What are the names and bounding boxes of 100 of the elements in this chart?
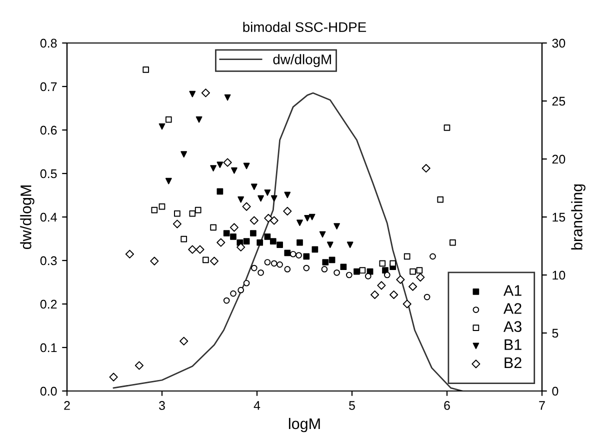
point <box>250 230 256 236</box>
x-tick-label: 6 <box>444 401 450 410</box>
point <box>402 300 412 308</box>
point <box>238 196 244 203</box>
point <box>276 242 283 248</box>
point <box>223 230 230 236</box>
point <box>258 195 264 202</box>
point <box>151 206 158 214</box>
point <box>270 238 276 245</box>
point <box>328 256 336 264</box>
point <box>290 250 296 258</box>
point <box>379 260 386 267</box>
point <box>364 272 372 280</box>
x-tick-label: 4 <box>254 401 260 410</box>
point <box>125 250 134 258</box>
point <box>202 256 209 264</box>
y-tick-label: 0.1 <box>40 343 57 352</box>
point <box>404 253 410 260</box>
point <box>238 286 244 294</box>
point <box>370 290 380 300</box>
point <box>334 223 340 230</box>
point <box>334 270 340 276</box>
point <box>256 239 264 246</box>
point <box>210 224 216 231</box>
point <box>180 151 188 158</box>
point <box>250 184 258 190</box>
point <box>188 245 197 254</box>
point <box>196 116 202 123</box>
point <box>230 234 236 240</box>
point <box>230 223 238 232</box>
point <box>410 268 416 275</box>
y2-tick-label: 25 <box>552 96 566 106</box>
point <box>243 280 250 286</box>
point <box>224 94 231 101</box>
y-tick-label: 0.2 <box>40 300 57 309</box>
point <box>284 250 291 256</box>
point <box>243 238 250 245</box>
point <box>308 214 316 220</box>
legend-label: B1 <box>504 339 522 350</box>
y-axis-title: dw/dlogM <box>20 186 34 250</box>
point <box>223 297 230 304</box>
point <box>216 238 226 247</box>
legend-label: A1 <box>503 285 522 296</box>
point <box>444 124 450 131</box>
point <box>346 242 354 248</box>
point <box>194 206 202 214</box>
point <box>258 270 264 276</box>
point <box>396 275 405 284</box>
point <box>304 214 311 222</box>
point <box>416 267 423 274</box>
point <box>264 259 271 266</box>
point <box>276 261 283 268</box>
x-axis-title: logM <box>288 418 320 432</box>
point <box>250 264 258 272</box>
y2-tick-label: 30 <box>552 38 566 48</box>
point <box>180 236 188 242</box>
point <box>189 90 196 98</box>
point <box>109 372 118 382</box>
point <box>230 290 236 297</box>
point <box>196 245 204 254</box>
point <box>437 196 444 203</box>
y-tick-label: 0.5 <box>40 169 57 178</box>
point <box>210 165 216 172</box>
y2-tick-label: 5 <box>552 328 558 338</box>
point <box>382 267 388 274</box>
point <box>422 164 430 173</box>
legend-label: A2 <box>503 303 522 314</box>
point <box>210 256 219 266</box>
x-tick-label: 3 <box>159 401 165 410</box>
point <box>326 242 334 248</box>
point <box>296 239 303 246</box>
point <box>303 264 310 272</box>
point <box>430 253 436 260</box>
point <box>165 116 172 123</box>
point <box>303 253 310 260</box>
point <box>390 260 396 267</box>
point <box>377 281 386 290</box>
point <box>201 88 210 98</box>
point <box>134 361 144 370</box>
point <box>250 216 258 225</box>
point <box>270 260 278 267</box>
y-tick-label: 0.8 <box>40 38 57 48</box>
point <box>223 158 232 167</box>
y2-tick-label: 10 <box>552 270 566 280</box>
point <box>283 206 292 216</box>
y-tick-label: 0.7 <box>40 82 57 92</box>
point <box>312 246 318 253</box>
point <box>321 266 328 272</box>
point <box>424 294 430 300</box>
point <box>284 192 291 198</box>
line-series <box>112 92 463 391</box>
point <box>416 273 425 282</box>
point <box>216 162 224 168</box>
point <box>180 336 188 346</box>
y2-tick-label: 20 <box>552 154 566 164</box>
y-tick-label: 0.0 <box>40 386 57 396</box>
point <box>296 220 303 226</box>
point <box>242 202 251 211</box>
chart-title: bimodal SSC-HDPE <box>243 22 366 32</box>
legend-label: dw/dlogM <box>273 54 331 68</box>
